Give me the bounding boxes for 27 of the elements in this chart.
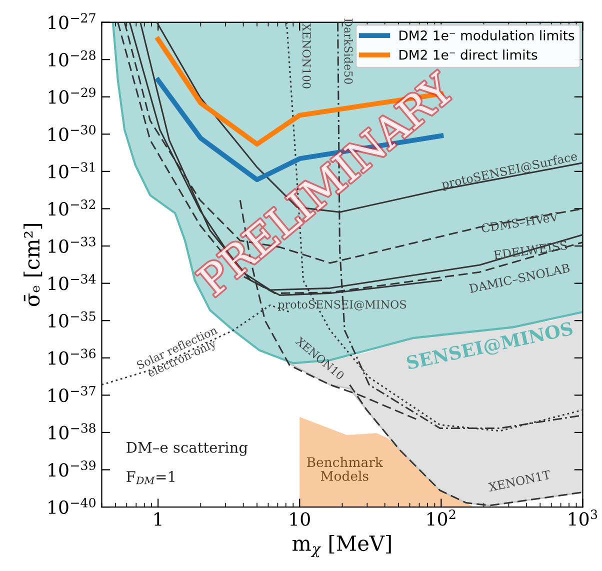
y-tick-label: 10$^{−31}$ <box>48 162 95 178</box>
annotation: DM–e scattering <box>126 442 248 456</box>
annotation: protoSENSEI@MINOS <box>278 300 406 311</box>
annotation: F$_{DM}$=1 <box>126 471 174 484</box>
x-tick-label: 10 <box>290 512 310 526</box>
x-tick-label: 10$^{3}$ <box>569 510 598 526</box>
x-tick-label: 10$^{2}$ <box>427 510 456 526</box>
y-axis-title: σ̄ₑ [cm²] <box>24 224 42 306</box>
y-tick-label: 10$^{−36}$ <box>48 348 96 365</box>
y-tick-label: 10$^{−27}$ <box>48 13 96 30</box>
legend-label: DM2 1e⁻ direct limits <box>400 50 538 60</box>
y-tick-label: 10$^{−37}$ <box>48 386 96 402</box>
annotation: Benchmark Models <box>307 456 384 481</box>
y-tick-label: 10$^{−30}$ <box>48 124 96 142</box>
y-tick-label: 10$^{−38}$ <box>48 423 96 440</box>
x-tick-label: 1 <box>154 512 162 526</box>
y-tick-label: 10$^{−28}$ <box>48 50 96 67</box>
y-tick-label: 10$^{−33}$ <box>48 236 96 253</box>
y-tick-label: 10$^{−34}$ <box>48 274 96 290</box>
y-tick-label: 10$^{−29}$ <box>48 88 96 104</box>
x-axis-title: m$_{χ}$ [MeV] <box>292 534 391 558</box>
y-tick-label: 10$^{−35}$ <box>48 311 96 328</box>
y-tick-label: 10$^{−40}$ <box>48 498 96 514</box>
annotation: EDELWEISS <box>494 240 568 260</box>
legend-label: DM2 1e⁻ modulation limits <box>400 30 574 40</box>
y-tick-label: 10$^{−39}$ <box>48 460 96 477</box>
y-tick-label: 10$^{−32}$ <box>48 200 96 216</box>
